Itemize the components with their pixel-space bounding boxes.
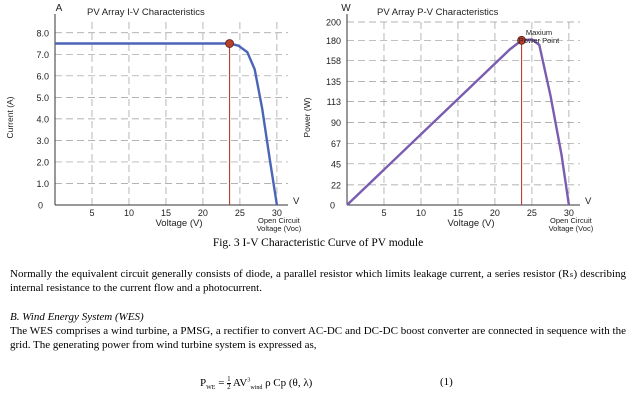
iv-x-tick-label: 20 [198,208,208,218]
iv-y-tick-label: 1.0 [36,179,49,189]
iv-title: PV Array I-V Characteristics [87,7,205,18]
pv-x-unit: V [585,196,592,207]
iv-x-tick-label: 15 [161,208,171,218]
pv-y-axis-label: Power (W) [302,97,312,137]
equation-term-sub: wind [250,385,263,392]
pv-y-zero-label: 0 [330,201,335,211]
iv-x-tick-label: 5 [89,208,94,218]
fraction-numerator: 1 [227,375,231,384]
iv-x-tick-label: 25 [235,208,245,218]
iv-y-tick-label: 4.0 [36,114,49,124]
pv-title: PV Array P-V Characteristics [377,7,499,18]
equation-lhs: P [200,377,207,390]
pv-y-tick-label: 200 [326,18,341,28]
fraction-denominator: 2 [227,383,231,391]
equation-lhs-sub: WE [206,385,216,392]
iv-x-axis-label: Voltage (V) [156,218,203,229]
equation-term-sup: 3 [247,377,251,384]
pv-y-tick-label: 158 [326,56,341,66]
iv-y-tick-label: 2.0 [36,157,49,167]
equation-term-a: AV [232,377,248,390]
pv-series-line [346,38,571,206]
pv-x-tick-label: 15 [453,208,463,218]
pv-x-tick-label: 25 [527,208,537,218]
pv-mpp-label-line2: Power Point [519,36,560,45]
iv-x-tick-label: 10 [124,208,134,218]
iv-series-line [55,42,279,206]
pv-y-tick-label: 22 [331,180,341,190]
iv-x-unit: V [293,196,300,207]
equation-number: (1) [440,376,453,388]
pv-y-tick-label: 180 [326,36,341,46]
pv-y-tick-label: 90 [331,118,341,128]
pv-x-axis-label: Voltage (V) [448,218,495,229]
pv-voc-note-line2: Voltage (Voc) [549,224,594,233]
figure-caption: Fig. 3 I-V Characteristic Curve of PV mo… [212,237,424,249]
pv-corner-label: W [341,3,351,14]
iv-y-zero-label: 0 [38,201,43,211]
charts-svg: 1.0 2.0 3.0 4.0 5.0 6.0 7.0 8.0 0 5 10 15 20 25 30 A PV … [5,3,594,233]
pv-mpp-label-line1: Maxium [526,28,552,37]
iv-y-tick-label: 7.0 [36,50,49,60]
paragraph-wes: The WES comprises a wind turbine, a PMSG… [10,325,626,351]
iv-y-axis-label: Current (A) [5,96,15,138]
iv-x-tick-label: 30 [272,208,282,218]
pv-y-tick-label: 113 [327,97,341,107]
pv-mpp-marker [517,35,526,45]
pv-x-tick-label: 20 [490,208,500,218]
pv-y-tick-label: 135 [326,77,341,87]
pv-x-tick-label: 10 [416,208,426,218]
paragraph-equivalent-circuit: Normally the equivalent circuit generall… [10,268,626,294]
iv-voc-note-line1: Open Circuit [258,216,301,225]
pv-x-tick-label: 5 [381,208,386,218]
pv-y-tick-label: 67 [331,139,341,149]
section-heading-wes: B. Wind Energy System (WES) [10,311,144,323]
iv-y-tick-label: 3.0 [36,136,49,146]
pv-x-tick-label: 30 [564,208,574,218]
iv-mpp-marker [225,39,234,48]
iv-y-tick-label: 8.0 [36,28,49,38]
iv-y-tick-label: 6.0 [36,71,49,81]
equation-rest: ρ Cp (θ, λ) [265,377,313,390]
iv-y-tick-label: 5.0 [36,93,49,103]
figure-3: 1.0 2.0 3.0 4.0 5.0 6.0 7.0 8.0 0 5 10 15 20 25 30 A PV … [5,3,594,233]
pv-voc-note-line1: Open Circuit [550,216,593,225]
iv-voc-note-line2: Voltage (Voc) [257,224,302,233]
pv-y-tick-label: 45 [331,159,341,169]
iv-corner-label: A [56,3,63,14]
